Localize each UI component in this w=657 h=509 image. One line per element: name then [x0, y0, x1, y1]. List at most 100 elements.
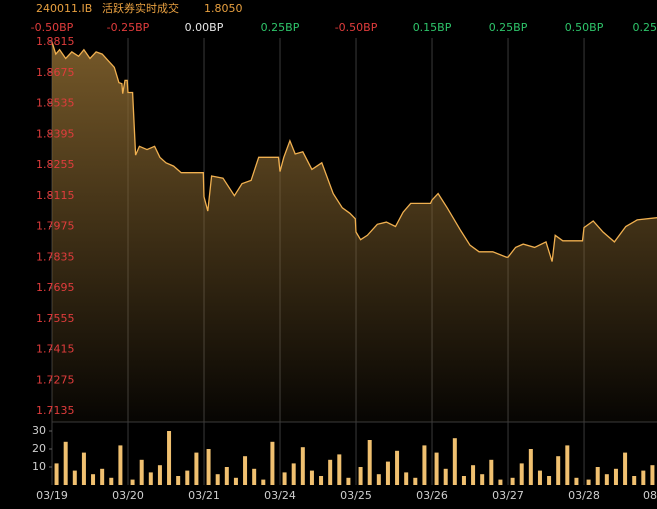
volume-bar [358, 467, 363, 485]
y-tick-label: 1.7975 [36, 220, 75, 233]
volume-bar [233, 477, 238, 485]
day-change: 0.00BP [185, 21, 224, 34]
volume-tick-label: 20 [32, 442, 46, 455]
volume-bar [81, 452, 86, 485]
volume-bar [519, 463, 524, 485]
volume-bar [252, 468, 257, 485]
volume-bar [337, 454, 342, 485]
volume-bar [480, 474, 485, 485]
volume-bar [319, 476, 324, 485]
volume-bar [261, 479, 266, 485]
volume-bar [109, 477, 114, 485]
y-tick-label: 1.8115 [36, 189, 75, 202]
volume-bar [528, 449, 533, 485]
volume-bar [167, 431, 172, 485]
volume-bar [63, 441, 68, 485]
day-change: 0.25BP [489, 21, 528, 34]
volume-bar [270, 441, 275, 485]
volume-bar [300, 447, 305, 485]
y-tick-label: 1.8255 [36, 158, 75, 171]
y-tick-label: 1.7835 [36, 250, 75, 263]
volume-tick-label: 10 [32, 460, 46, 473]
volume-bar [176, 476, 181, 485]
volume-bar [537, 470, 542, 485]
volume-bar [243, 456, 248, 485]
y-tick-label: 1.8535 [36, 97, 75, 110]
volume-bar [422, 445, 427, 485]
day-change: 0.25BP [261, 21, 300, 34]
volume-bar [471, 465, 476, 485]
x-tick-label: 03/24 [264, 489, 296, 502]
y-tick-label: 1.7135 [36, 404, 75, 417]
day-change: -0.50BP [31, 21, 74, 34]
chart-subtitle: 活跃券实时成交 [102, 1, 179, 15]
volume-bar [613, 468, 618, 485]
volume-bar [565, 445, 570, 485]
day-change: 0.50BP [565, 21, 604, 34]
day-change: 0.25 [633, 21, 657, 34]
x-tick-label: 03/20 [112, 489, 144, 502]
volume-bar [443, 468, 448, 485]
volume-bar [461, 476, 466, 485]
x-tick-label: 03/19 [36, 489, 68, 502]
y-tick-label: 1.7555 [36, 312, 75, 325]
volume-bar [586, 479, 591, 485]
y-tick-label: 1.7415 [36, 343, 75, 356]
volume-bar [91, 474, 96, 485]
volume-bar [185, 470, 190, 485]
volume-bar [452, 438, 457, 485]
day-change: -0.25BP [107, 21, 150, 34]
volume-bar [206, 449, 211, 485]
price-area [52, 42, 657, 422]
volume-bar [346, 477, 351, 485]
volume-bar [157, 465, 162, 485]
volume-bar [385, 461, 390, 485]
volume-bar [434, 452, 439, 485]
volume-bar [148, 472, 153, 485]
volume-tick-label: 30 [32, 424, 46, 437]
volume-bar [376, 474, 381, 485]
volume-bar [547, 476, 552, 485]
volume-bar [574, 477, 579, 485]
volume-bar [395, 450, 400, 485]
volume-bar [100, 468, 105, 485]
volume-bar [623, 452, 628, 485]
volume-bar [54, 463, 59, 485]
volume-bar [489, 459, 494, 485]
day-change: 0.15BP [413, 21, 452, 34]
volume-bar [367, 440, 372, 485]
y-tick-label: 1.7695 [36, 281, 75, 294]
volume-bar [291, 463, 296, 485]
volume-bar [194, 452, 199, 485]
volume-bar [282, 472, 287, 485]
x-tick-label: 03/26 [416, 489, 448, 502]
y-tick-label: 1.8675 [36, 66, 75, 79]
x-tick-label: 03/27 [492, 489, 524, 502]
last-price: 1.8050 [204, 2, 243, 15]
volume-bar [498, 479, 503, 485]
volume-bar [404, 472, 409, 485]
volume-bar [328, 459, 333, 485]
volume-bar [139, 459, 144, 485]
x-tick-label: 08 [643, 489, 657, 502]
volume-bar [118, 445, 123, 485]
x-tick-label: 03/28 [568, 489, 600, 502]
y-tick-label: 1.7275 [36, 373, 75, 386]
volume-bar [604, 474, 609, 485]
volume-bar [641, 470, 646, 485]
volume-bar [215, 474, 220, 485]
x-tick-label: 03/25 [340, 489, 372, 502]
volume-bar [72, 470, 77, 485]
volume-bar [510, 477, 515, 485]
day-change: -0.50BP [335, 21, 378, 34]
y-tick-label: 1.8395 [36, 127, 75, 140]
volume-bar [632, 476, 637, 485]
volume-bar [595, 467, 600, 485]
price-line [51, 41, 657, 262]
x-tick-label: 03/21 [188, 489, 220, 502]
volume-bar [224, 467, 229, 485]
volume-bar [556, 456, 561, 485]
volume-bar [413, 477, 418, 485]
